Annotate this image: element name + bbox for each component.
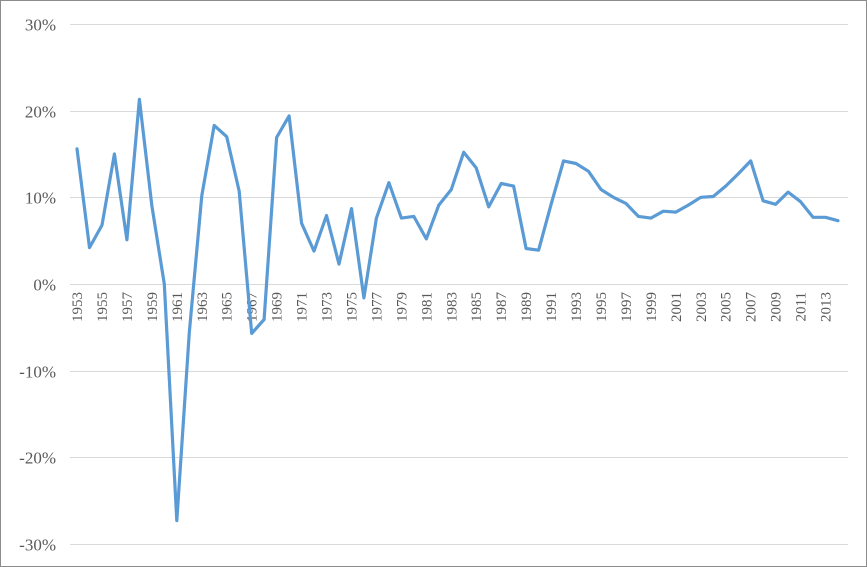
x-tick-label: 2011	[794, 292, 810, 321]
x-tick-label: 1973	[320, 292, 336, 322]
x-tick-label: 1971	[295, 292, 311, 322]
x-tick-label: 1961	[170, 292, 186, 322]
series-layer	[75, 97, 840, 523]
x-axis-tick-labels: 1953 1955 1957 1959 1961 1963 1965 1967 1969 1971…	[70, 292, 835, 323]
gridlines	[70, 24, 848, 545]
x-tick-label: 1979	[394, 292, 410, 322]
x-tick-label: 1997	[619, 292, 635, 323]
x-tick-label: 1981	[419, 292, 435, 322]
x-tick-label: 1957	[120, 292, 136, 323]
y-tick-label: -30%	[19, 536, 56, 555]
x-tick-label: 1999	[644, 292, 660, 322]
y-tick-label: 10%	[25, 189, 56, 208]
y-tick-label: -10%	[19, 363, 56, 382]
x-tick-label: 1983	[444, 292, 460, 322]
x-tick-label: 1991	[544, 292, 560, 322]
x-tick-label: 1977	[369, 292, 385, 323]
x-tick-label: 1989	[519, 292, 535, 322]
y-tick-label: -20%	[19, 449, 56, 468]
x-tick-label: 2005	[719, 292, 735, 322]
x-tick-label: 1953	[70, 292, 86, 322]
x-tick-label: 1963	[195, 292, 211, 322]
x-tick-label: 2001	[669, 292, 685, 322]
x-tick-label: 2003	[694, 292, 710, 322]
x-tick-label: 1955	[95, 292, 111, 322]
x-tick-label: 1985	[469, 292, 485, 322]
x-tick-label: 1987	[494, 292, 510, 323]
y-tick-label: 30%	[25, 16, 56, 35]
series-line	[75, 97, 840, 523]
x-tick-label: 1993	[569, 292, 585, 322]
x-tick-label: 1965	[220, 292, 236, 322]
x-tick-label: 1995	[594, 292, 610, 322]
x-tick-label: 2013	[819, 292, 835, 322]
y-tick-label: 0%	[33, 276, 56, 295]
x-tick-label: 1959	[145, 292, 161, 322]
x-tick-label: 1975	[344, 292, 360, 322]
y-tick-label: 20%	[25, 103, 56, 122]
x-tick-label: 2009	[769, 292, 785, 322]
y-axis-tick-labels: 30% 20% 10% 0% -10% -20% -30%	[19, 16, 56, 555]
x-tick-label: 1969	[270, 292, 286, 322]
x-tick-label: 2007	[744, 292, 760, 323]
